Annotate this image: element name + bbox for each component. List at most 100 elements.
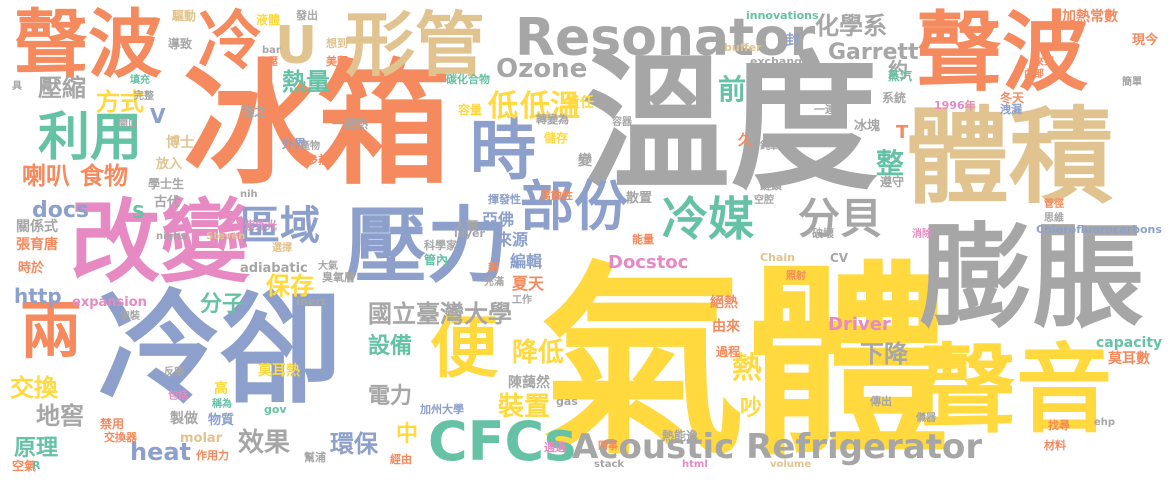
word-kaikou: 開口 [118, 119, 138, 130]
word-xuesheng: 學士生 [148, 177, 185, 191]
word-yue: 約 [888, 58, 908, 82]
word-jiarecangshu: 加熱常數 [1062, 9, 1118, 25]
word-qiti: 氣體 [540, 245, 950, 482]
word-chenaran: 陳藹然 [508, 375, 550, 391]
word-siwei: 思維 [1044, 213, 1064, 224]
word-rongliang: 容量 [458, 103, 483, 117]
word-liyong: 利用 [38, 108, 143, 168]
word-jinyong: 禁用 [100, 417, 125, 431]
word-tongshi: 同事 [598, 441, 618, 452]
word-polie: 破壞 [812, 227, 834, 240]
word-zhaoxun: 找尋 [1048, 419, 1070, 432]
word-jueze: 絕熱 [710, 295, 738, 311]
word-R: R [32, 459, 41, 472]
word-juelingqi: 一絕熱 [332, 117, 369, 131]
word-jiangdi: 降低 [512, 338, 565, 368]
word-driver: Driver [828, 314, 891, 335]
word-nih: nih [240, 189, 258, 200]
word-re: 熱 [732, 351, 762, 386]
word-gudai: 古代 [154, 195, 181, 210]
word-moerre: 莫耳熱 [258, 363, 300, 379]
word-niehs: niehs [156, 231, 187, 242]
word-yilianchuan: 一連串 [814, 103, 847, 116]
word-guaijing: 管徑 [1044, 199, 1064, 210]
word-lengmei: 冷媒 [662, 192, 754, 246]
word-capacity: capacity [1096, 335, 1163, 351]
word-jingyou: 經由 [390, 453, 412, 466]
word-zhengqi: 蒸汽 [888, 69, 913, 83]
word-bianji: 編輯 [510, 252, 543, 271]
word-wanzheng: 完整 [134, 91, 154, 102]
word-chucun: 儲存 [544, 131, 569, 145]
word-yasuo: 壓縮 [38, 74, 86, 102]
word-ozone: Ozone [496, 54, 588, 84]
word-gaoya: 高壓 [258, 57, 278, 68]
word-laiyuan: 來源 [496, 230, 529, 249]
word-buffer: buffer [724, 41, 762, 54]
word-http: http [14, 284, 62, 308]
word-s: S [132, 202, 145, 223]
word-fugong: 腐蝕性 [540, 189, 573, 202]
word-cheng: 稱為 [212, 399, 232, 410]
word-fansheng: 反應 [164, 367, 184, 378]
word-xiaoguo: 效果 [238, 428, 291, 458]
word-acoustic: Acoustic Refrigerator [572, 427, 983, 467]
word-steven: Steven [206, 231, 246, 242]
word-xiaochu: 消除 [912, 229, 932, 240]
word-zunshou: 遵守 [880, 175, 905, 189]
word-xiangdao: 想到 [326, 37, 348, 50]
word-zhizuo: 製做 [170, 411, 198, 427]
word-liang: 兩 [20, 294, 83, 367]
word-lengque: 冷卻 [98, 278, 342, 420]
word-reneng: 熱能逸 [662, 429, 699, 443]
word-huifa: 揮發性 [488, 193, 521, 206]
word-moer: 莫耳數 [1108, 351, 1150, 367]
word-stack: stack [594, 459, 625, 470]
word-jiaohuan: 交換 [10, 374, 58, 402]
word-shiwu: 食物 [80, 162, 128, 190]
word-cailiao: 材料 [1044, 439, 1066, 452]
word-xinguan: 形管 [345, 4, 485, 86]
word-bufen: 部份 [520, 175, 628, 238]
word-chao: 吵 [740, 396, 763, 421]
word-xiankuo: 現今 [1132, 33, 1159, 48]
word-inert: Inert [296, 295, 327, 308]
word-volume: volume [770, 459, 812, 470]
word-gaibian: 改變 [70, 190, 250, 295]
word-yafo: 亞佛 [482, 210, 515, 229]
word-rongnei: 容器 [612, 117, 632, 128]
word-fangshi: 方式 [96, 88, 144, 116]
word-guocheng: 過程 [716, 345, 741, 359]
word-reliang: 熱量 [282, 68, 330, 96]
word-xuanze: 選擇 [272, 243, 292, 254]
word-1996: 1996年 [934, 99, 976, 112]
word-kexuejia: 科學家 [424, 239, 457, 252]
word-boshi: 博士 [166, 135, 194, 151]
word-pengzhang: 膨脹 [920, 213, 1144, 343]
word-wendu: 溫度 [582, 38, 878, 210]
word-qian: 前 [718, 73, 747, 106]
word-gov: gov [264, 403, 287, 416]
word-v: V [150, 104, 166, 128]
word-gao: 高 [214, 381, 228, 397]
word-zhuangzhi: 裝置 [498, 392, 551, 422]
word-quyu: 區域 [240, 203, 320, 249]
word-baokuo: 包括 [168, 391, 188, 402]
word-wuzhi: 物質 [208, 413, 235, 428]
word-zerenqi: 責任 [566, 95, 594, 111]
word-L: L [1014, 225, 1021, 236]
word-guoli: 國立臺灣大學 [368, 300, 512, 328]
word-exchanger: exchanger [750, 55, 815, 68]
word-laba: 喇叭 [22, 162, 70, 190]
word-shebei: 設備 [368, 334, 413, 359]
word-zhuanbianwei: 轉變為 [536, 113, 569, 126]
word-shengyin: 聲音 [920, 334, 1112, 446]
word-zheng: 整 [876, 147, 905, 180]
word-xitong: 系統 [882, 91, 907, 105]
word-leng: 冷 [198, 5, 262, 79]
word-dianli: 電力 [368, 384, 413, 409]
word-chouyangceng: 臭氧層 [322, 271, 355, 284]
word-kongkong: 空腔 [754, 195, 774, 206]
word-qudong: 驅動 [172, 9, 197, 23]
